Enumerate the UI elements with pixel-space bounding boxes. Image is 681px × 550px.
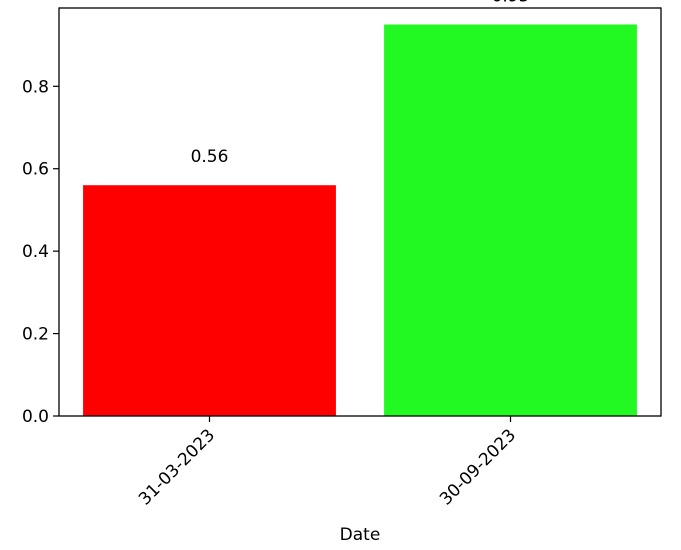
y-tick-label: 0.2	[22, 325, 49, 345]
y-tick-label: 0.6	[22, 160, 49, 180]
y-tick-label: 0.0	[22, 407, 49, 427]
axes-layer	[53, 7, 662, 422]
plot-frame	[58, 7, 662, 417]
bars-layer	[83, 24, 637, 416]
y-tick-label: 0.8	[22, 77, 49, 97]
x-axis-title: Date	[340, 525, 381, 545]
bar-value-label: 0.95	[492, 0, 530, 6]
x-tick-label: 31-03-2023	[135, 425, 219, 509]
y-tick-label: 0.4	[22, 242, 49, 262]
bar-value-label: 0.56	[191, 147, 229, 167]
bar-30-09-2023	[384, 24, 637, 416]
x-tick-label: 30-09-2023	[436, 425, 520, 509]
bar-31-03-2023	[83, 185, 336, 416]
